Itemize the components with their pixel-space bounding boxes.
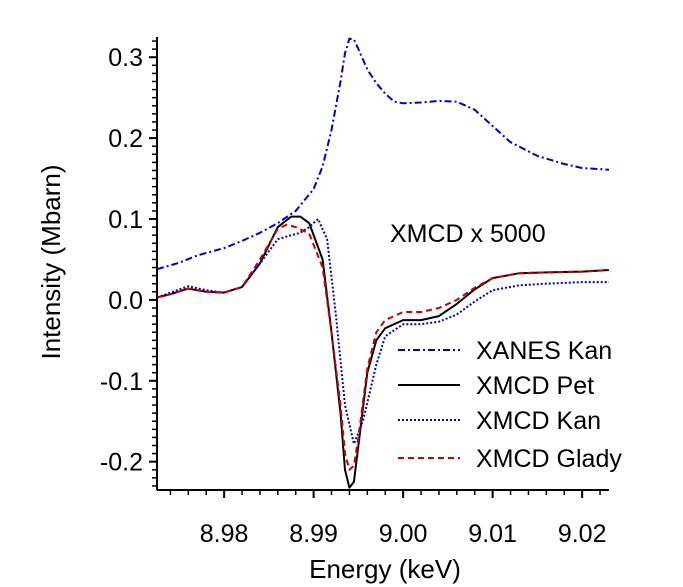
x-tick-label: 9.02 <box>558 520 607 548</box>
legend-label: XMCD Glady <box>476 445 622 473</box>
series-line-xanes-kan <box>156 37 610 271</box>
x-axis-title: Energy (keV) <box>309 554 461 584</box>
x-tick-label: 8.98 <box>200 520 249 548</box>
y-tick-label: -0.1 <box>100 368 143 396</box>
y-tick-label: 0.3 <box>108 44 143 72</box>
x-tick-label: 9.01 <box>468 520 517 548</box>
series-layer <box>156 37 610 489</box>
y-tick-label: -0.2 <box>100 449 143 477</box>
ticks-layer: -0.2 -0.1 0.0 0.1 0.2 0.3 8.98 8.99 9.00 9.01 9.02 <box>100 40 607 548</box>
legend-label: XMCD Kan <box>476 407 601 435</box>
series-line-xmcd-glady <box>156 223 610 471</box>
xmcd-scale-annotation: XMCD x 5000 <box>390 220 546 248</box>
y-tick-label: 0.1 <box>108 206 143 234</box>
y-axis-title: Intensity (Mbarn) <box>36 164 66 359</box>
axes-layer <box>156 37 609 491</box>
legend: XANES Kan XMCD Pet XMCD Kan XMCD Glady <box>398 337 622 473</box>
x-tick-label: 9.00 <box>379 520 428 548</box>
legend-label: XANES Kan <box>476 337 612 365</box>
y-tick-label: 0.2 <box>108 125 143 153</box>
series-line-xmcd-kan <box>156 218 609 445</box>
y-tick-label: 0.0 <box>108 287 143 315</box>
legend-label: XMCD Pet <box>476 372 594 400</box>
x-tick-label: 8.99 <box>289 520 338 548</box>
